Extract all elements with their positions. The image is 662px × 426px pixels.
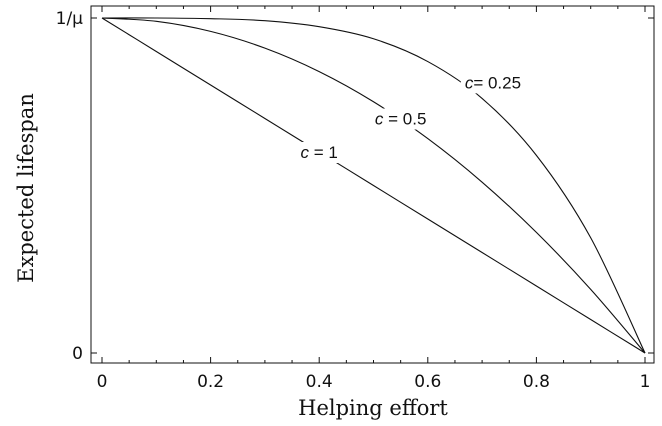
x-tick-label: 1: [640, 372, 651, 392]
x-tick-label: 0: [97, 372, 108, 392]
curve-label-2: c= 0.25: [460, 72, 526, 94]
x-tick-label: 0.4: [306, 372, 333, 392]
series-lines: [101, 17, 646, 354]
plot-frame: [90, 5, 655, 364]
curve-label-text: c = 0.5: [375, 110, 427, 129]
curve-label-bg: [296, 142, 342, 163]
curve-label-bg: [370, 108, 431, 130]
x-tick-label: 0.2: [197, 372, 224, 392]
series-line-0: [101, 17, 646, 354]
curve-label-var: c: [465, 73, 474, 92]
curve-label-bg: [460, 72, 526, 94]
curve-label-text: c= 0.25: [465, 73, 521, 92]
tick-labels: 0 0.2 0.4 0.6 0.8 1 0 1/μ: [56, 9, 651, 392]
x-axis-title: Helping effort: [298, 396, 448, 420]
curve-label-value: = 1: [309, 143, 338, 162]
curve-label-var: c: [301, 143, 310, 162]
series-line-2: [101, 17, 646, 354]
curve-label-1: c = 0.5: [370, 108, 431, 130]
curve-label-text: c = 1: [301, 143, 338, 162]
curve-label-0: c = 1: [296, 142, 342, 163]
x-tick-label: 0.6: [414, 372, 441, 392]
curve-label-var: c: [375, 110, 384, 129]
curve-label-value: = 0.25: [473, 73, 521, 92]
curve-label-value: = 0.5: [383, 110, 426, 129]
y-axis-title: Expected lifespan: [14, 93, 38, 283]
ticks: [91, 6, 654, 363]
y-tick-label: 0: [72, 344, 83, 364]
curve-labels: c = 1c = 0.5c= 0.25: [296, 72, 526, 163]
y-tick-label: 1/μ: [56, 9, 84, 29]
x-tick-label: 0.8: [523, 372, 550, 392]
